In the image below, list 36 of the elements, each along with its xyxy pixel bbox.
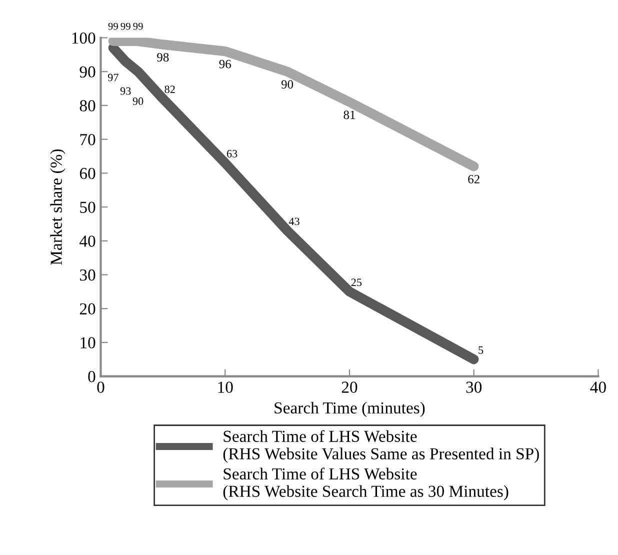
data-label: 82 [164,86,175,94]
y-tick-label: 70 [80,134,96,146]
x-tick-label: 20 [342,382,358,393]
y-tick-label: 20 [80,303,96,315]
y-tick-label: 80 [80,100,96,112]
y-tick-label: 60 [80,168,96,180]
data-label: 5 [478,346,484,354]
x-tick-label: 30 [466,382,482,393]
data-label: 99 [120,22,130,30]
x-tick-label: 40 [590,382,606,393]
data-label: 62 [468,175,480,184]
data-label: 90 [132,97,144,105]
data-label: 90 [281,80,294,89]
data-label: 97 [108,74,118,82]
x-tick-label: 10 [218,382,233,393]
x-axis-title: Search Time (minutes) [274,402,425,417]
y-tick-label: 10 [80,337,96,348]
data-label: 96 [219,60,231,68]
y-tick-label: 0 [88,370,96,382]
data-label: 99 [133,22,143,30]
data-label: 99 [108,22,118,30]
data-label: 43 [288,218,300,226]
y-tick-label: 40 [80,236,96,247]
legend-label: Search Time of LHS Website (RHS Website Values Same as Presented in SP) [223,430,539,463]
y-axis-title: Market share (%) [50,149,66,265]
data-label: 25 [351,278,362,286]
x-tick-label: 0 [97,382,104,393]
data-label: 81 [344,110,355,120]
y-tick-label: 50 [80,202,96,213]
y-tick-label: 90 [80,66,96,78]
legend-label: Search Time of LHS Website (RHS Website Search Time as 30 Minutes) [223,468,508,500]
data-label: 93 [120,87,131,95]
y-tick-label: 100 [72,32,96,44]
data-label: 98 [157,53,169,62]
data-label: 63 [226,150,238,158]
y-tick-label: 30 [80,269,96,281]
